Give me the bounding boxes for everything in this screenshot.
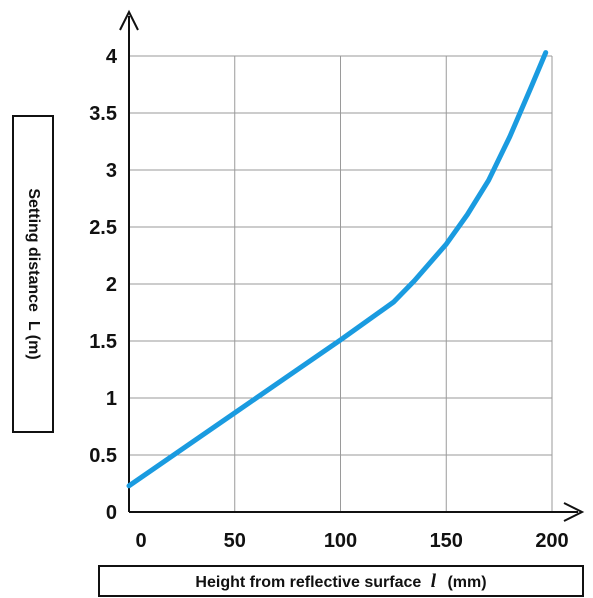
y-tick-label: 1.5 xyxy=(89,331,117,353)
y-axis-title-frame xyxy=(12,115,54,433)
axes xyxy=(119,9,585,522)
x-tick-label: 50 xyxy=(224,530,246,552)
grid-lines xyxy=(129,55,553,512)
y-tick-labels: 0 0.5 1 1.5 2 2.5 3 3.5 4 xyxy=(89,46,118,524)
y-tick-label: 0.5 xyxy=(89,445,117,467)
x-axis-title-frame xyxy=(98,565,584,597)
y-tick-label: 3 xyxy=(106,160,117,182)
x-axis-title-symbol: l xyxy=(431,571,437,592)
y-tick-label: 0 xyxy=(106,502,117,524)
x-axis-title-unit: (mm) xyxy=(447,574,486,591)
series-line xyxy=(126,50,549,489)
x-axis-arrow-icon xyxy=(563,502,585,522)
x-tick-labels: 0 50 100 150 200 xyxy=(135,530,568,552)
y-axis-title-box: Setting distance L (m) xyxy=(12,115,54,433)
y-axis-title: Setting distance L (m) xyxy=(25,188,42,359)
y-tick-label: 2 xyxy=(106,274,117,296)
y-tick-label: 2.5 xyxy=(89,217,117,239)
x-tick-label: 0 xyxy=(135,530,146,552)
x-tick-label: 100 xyxy=(324,530,357,552)
x-tick-label: 150 xyxy=(430,530,463,552)
y-tick-label: 1 xyxy=(106,388,117,410)
x-axis-title-box: Height from reflective surface l (mm) xyxy=(98,565,584,597)
y-tick-label: 3.5 xyxy=(89,103,117,125)
series-layer xyxy=(126,50,549,489)
x-axis-title-text: Height from reflective surface xyxy=(195,574,421,591)
y-axis-arrow-icon xyxy=(119,9,139,31)
x-axis-title: Height from reflective surface l (mm) xyxy=(195,571,486,592)
y-tick-label: 4 xyxy=(106,46,118,68)
x-tick-label: 200 xyxy=(535,530,568,552)
